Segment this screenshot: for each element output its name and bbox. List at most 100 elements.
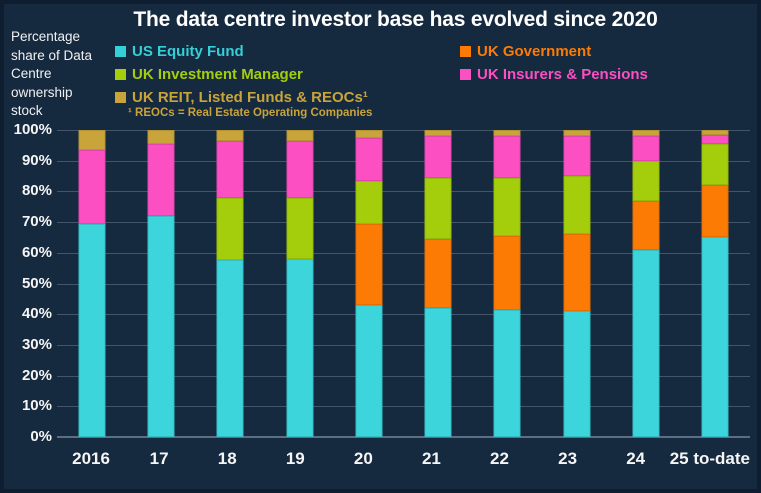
legend-label: UK Insurers & Pensions xyxy=(477,65,648,83)
x-axis-label: 22 xyxy=(490,449,509,468)
x-axis-label: 2016 xyxy=(72,449,110,468)
gridline xyxy=(57,436,750,438)
bar-column xyxy=(611,130,680,437)
bar-segment xyxy=(632,249,660,437)
bar-segment xyxy=(355,137,383,181)
bar-segment xyxy=(216,197,244,261)
stacked-bar-18 xyxy=(216,130,244,437)
y-axis-tick: 70% xyxy=(21,213,52,231)
bar-segment xyxy=(355,180,383,224)
chart-title: The data centre investor base has evolve… xyxy=(133,8,658,31)
x-axis-label: 18 xyxy=(217,449,237,468)
bar-column xyxy=(126,130,195,437)
bar-segment xyxy=(493,177,521,236)
legend-column-right: UK Government UK Insurers & Pensions xyxy=(460,42,648,83)
gridline xyxy=(57,283,750,285)
bar-segment xyxy=(563,176,591,235)
legend-column-left: US Equity Fund UK Investment Manager UK RE… xyxy=(115,42,368,106)
stacked-bar-2016 xyxy=(78,130,106,437)
bar-column xyxy=(196,130,265,437)
x-axis-labels: 2016 17 18 19 20 21 22 23 24 25 to-date xyxy=(57,448,750,470)
legend-footnote: ¹ REOCs = Real Estate Operating Companie… xyxy=(128,107,373,119)
stacked-bar-20 xyxy=(355,130,383,437)
bar-segment xyxy=(147,215,175,437)
bar-segment xyxy=(355,305,383,437)
x-axis-label: 17 xyxy=(149,449,169,468)
legend-item: UK Insurers & Pensions xyxy=(460,65,648,83)
bar-segment xyxy=(701,134,729,144)
bar-segment xyxy=(632,160,660,201)
legend-item: US Equity Fund xyxy=(115,42,368,60)
y-axis-tick: 20% xyxy=(21,366,52,384)
bar-segment xyxy=(286,197,314,259)
legend-swatch-icon xyxy=(460,68,471,80)
legend-swatch-icon xyxy=(115,45,126,57)
bar-segment xyxy=(216,140,244,198)
bar-segment xyxy=(78,223,106,437)
legend-label: US Equity Fund xyxy=(132,42,244,60)
legend-label: UK Investment Manager xyxy=(132,65,303,83)
stacked-bar-23 xyxy=(563,130,591,437)
y-axis-tick: 100% xyxy=(13,121,52,138)
bar-column xyxy=(473,130,542,437)
y-axis-tick: 90% xyxy=(21,151,52,169)
plot-area xyxy=(57,130,750,438)
gridline xyxy=(57,344,750,346)
bar-segment xyxy=(424,130,452,137)
bar-segment xyxy=(632,130,660,137)
bar-segment xyxy=(147,130,175,144)
stacked-bar-25 to-date xyxy=(701,130,729,437)
legend-label: UK REIT, Listed Funds & REOCs¹ xyxy=(132,88,368,106)
stacked-bar-24 xyxy=(632,130,660,437)
bar-column xyxy=(681,130,750,437)
bar-segment xyxy=(78,130,106,150)
bars-container xyxy=(57,130,750,437)
bar-column xyxy=(542,130,611,437)
bar-segment xyxy=(701,237,729,437)
gridline xyxy=(57,191,750,193)
bar-segment xyxy=(493,309,521,437)
bar-segment xyxy=(493,130,521,137)
gridline xyxy=(57,406,750,408)
gridline xyxy=(57,252,750,254)
legend-swatch-icon xyxy=(115,68,126,80)
bar-segment xyxy=(424,136,452,178)
gridline xyxy=(57,222,750,224)
y-axis-tick: 30% xyxy=(21,335,52,353)
stacked-bar-19 xyxy=(286,130,314,437)
bar-segment xyxy=(701,143,729,186)
gridline xyxy=(57,160,750,162)
bar-segment xyxy=(424,177,452,239)
stacked-bar-21 xyxy=(424,130,452,437)
bar-segment xyxy=(563,311,591,437)
x-axis-label: 23 xyxy=(558,449,578,468)
stacked-bar-17 xyxy=(147,130,175,437)
y-axis-tick: 0% xyxy=(30,428,52,445)
gridline xyxy=(57,375,750,377)
bar-segment xyxy=(216,130,244,141)
bar-column xyxy=(265,130,334,437)
y-axis-tick: 80% xyxy=(21,182,52,200)
y-axis-tick: 10% xyxy=(21,397,52,415)
bar-segment xyxy=(147,143,175,216)
x-axis-label: 20 xyxy=(353,449,373,468)
legend-swatch-icon xyxy=(115,91,126,103)
legend-item: UK Investment Manager xyxy=(115,65,368,83)
bar-segment xyxy=(563,234,591,312)
bar-segment xyxy=(355,223,383,305)
y-axis-tick: 40% xyxy=(21,305,52,323)
bar-segment xyxy=(424,308,452,437)
bar-segment xyxy=(216,260,244,437)
gridline xyxy=(57,314,750,316)
bar-segment xyxy=(493,136,521,178)
y-axis-tick: 60% xyxy=(21,243,52,261)
bar-segment xyxy=(632,136,660,161)
bar-segment xyxy=(701,185,729,238)
bar-segment xyxy=(78,149,106,224)
x-axis-label: 24 xyxy=(626,449,646,468)
bar-segment xyxy=(493,235,521,310)
bar-segment xyxy=(632,200,660,250)
y-axis-title: Percentage share of Data Centre ownershi… xyxy=(11,29,93,118)
x-axis-label: 21 xyxy=(421,449,441,468)
